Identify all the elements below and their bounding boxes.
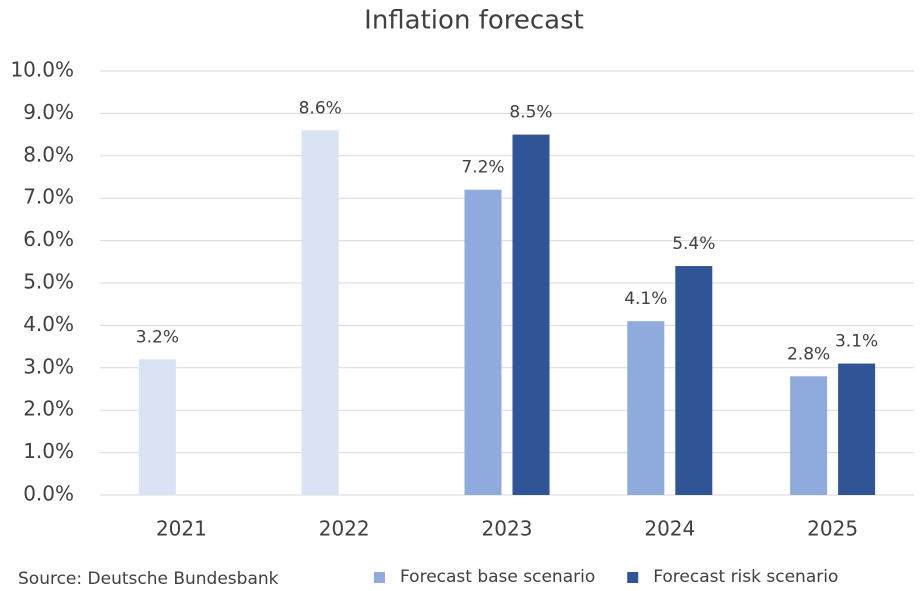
x-tick-label: 2025 [807,517,858,541]
bar [790,376,828,495]
x-tick-label: 2022 [319,517,370,541]
bar [512,134,550,495]
value-label: 5.4% [672,234,715,254]
y-tick-label: 4.0% [23,312,74,336]
legend-label: Forecast base scenario [400,567,595,587]
y-tick-label: 0.0% [23,482,74,506]
source-note: Source: Deutsche Bundesbank [18,569,279,589]
y-tick-label: 8.0% [23,142,74,166]
y-tick-label: 10.0% [10,58,74,82]
bar [627,321,665,495]
value-label: 8.6% [299,98,342,118]
bar [464,189,502,495]
bar [138,359,176,495]
value-label: 3.2% [136,327,179,347]
y-tick-label: 3.0% [23,354,74,378]
bar [301,130,339,496]
y-tick-label: 1.0% [23,439,74,463]
value-label: 3.1% [835,332,878,352]
y-tick-label: 6.0% [23,227,74,251]
value-label: 8.5% [509,103,552,123]
value-label: 2.8% [787,344,830,364]
y-tick-label: 7.0% [23,185,74,209]
value-label: 7.2% [461,158,504,178]
chart-title: Inflation forecast [364,6,584,36]
value-label: 4.1% [624,289,667,309]
x-tick-label: 2023 [482,517,533,541]
bar [838,363,876,495]
legend-swatch [627,572,639,583]
bar [675,266,713,495]
y-tick-label: 5.0% [23,270,74,294]
legend-label: Forecast risk scenario [653,567,838,587]
x-tick-label: 2021 [156,517,207,541]
y-tick-label: 2.0% [23,397,74,421]
x-tick-label: 2024 [644,517,695,541]
legend-swatch [374,572,385,583]
y-tick-label: 9.0% [23,100,74,124]
